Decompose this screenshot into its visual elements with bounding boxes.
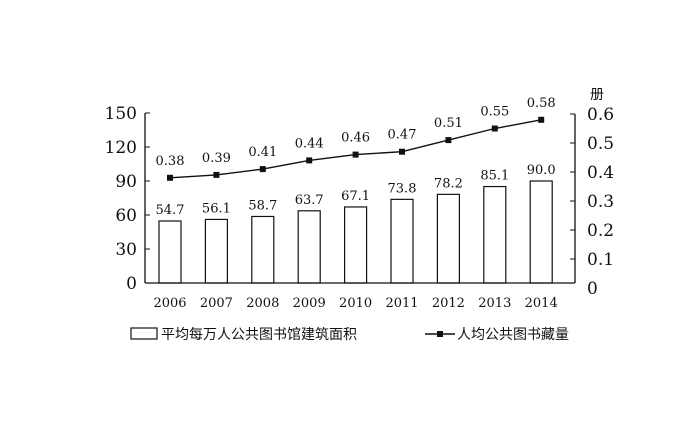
legend-bar-swatch — [130, 327, 158, 340]
legend-line-label: 人均公共图书藏量 — [457, 327, 569, 343]
line-data-label: 0.41 — [248, 145, 277, 160]
right-tick-label: 0.1 — [587, 250, 614, 270]
line-data-label: 0.38 — [156, 154, 185, 169]
line-point-2008 — [259, 166, 266, 173]
bar-data-label: 56.1 — [202, 201, 231, 216]
x-tick-label: 2010 — [339, 296, 372, 311]
line-point-2009 — [306, 157, 313, 164]
bar-2009 — [297, 210, 321, 284]
bar-2012 — [436, 193, 460, 284]
left-tick-label: 60 — [115, 206, 137, 226]
x-tick-label: 2012 — [432, 296, 465, 311]
line-data-label: 0.44 — [295, 136, 324, 151]
right-axis-unit: 册 — [590, 87, 604, 103]
line-point-2014 — [538, 116, 545, 123]
bar-data-label: 58.7 — [248, 198, 277, 213]
bar-data-label: 90.0 — [527, 163, 556, 178]
bar-2010 — [344, 206, 368, 284]
line-point-2011 — [399, 148, 405, 155]
bar-2006 — [158, 220, 182, 284]
bar-data-label: 85.1 — [480, 169, 509, 184]
line-data-label: 0.46 — [341, 131, 370, 146]
right-tick-label: 0.4 — [587, 163, 614, 183]
x-tick-label: 2014 — [525, 296, 558, 311]
x-tick-label: 2008 — [246, 296, 279, 311]
legend: 平均每万人公共图书馆建筑面积 人均公共图书藏量 — [130, 327, 569, 343]
bar-2011 — [390, 198, 414, 284]
left-tick-label: 0 — [126, 274, 137, 294]
bar-data-label: 54.7 — [156, 203, 185, 218]
line-data-label: 0.55 — [480, 105, 509, 120]
bar-data-label: 78.2 — [434, 176, 463, 191]
line-point-2013 — [491, 125, 498, 132]
bar-data-label: 73.8 — [388, 181, 417, 196]
bar-2013 — [483, 185, 507, 284]
line-data-label: 0.39 — [202, 151, 231, 166]
right-tick-label: 0.6 — [587, 105, 614, 125]
line-point-2012 — [445, 137, 452, 144]
line-point-2007 — [213, 171, 220, 178]
line-data-label: 0.51 — [434, 116, 463, 131]
line-data-label: 0.58 — [527, 96, 556, 111]
x-tick-label: 2006 — [153, 296, 186, 311]
x-tick-label: 2013 — [478, 296, 511, 311]
x-tick-label: 2009 — [293, 296, 326, 311]
bar-2014 — [529, 180, 553, 284]
bar-2007 — [204, 218, 228, 284]
right-tick-label: 0.2 — [587, 221, 614, 241]
left-tick-label: 30 — [115, 240, 137, 260]
right-tick-label: 0.5 — [587, 134, 614, 154]
x-tick-label: 2007 — [200, 296, 233, 311]
right-tick-label: 0 — [587, 279, 598, 299]
line-point-2006 — [167, 174, 173, 181]
left-tick-label: 120 — [105, 138, 137, 158]
left-tick-label: 150 — [105, 104, 137, 124]
bar-data-label: 63.7 — [295, 193, 324, 208]
legend-bar-label: 平均每万人公共图书馆建筑面积 — [161, 327, 357, 343]
line-data-label: 0.47 — [388, 128, 417, 143]
line-point-2010 — [352, 151, 359, 158]
left-tick-label: 90 — [115, 172, 137, 192]
x-tick-label: 2011 — [385, 296, 418, 311]
bar-data-label: 67.1 — [341, 189, 370, 204]
bar-2008 — [251, 215, 275, 284]
right-tick-label: 0.3 — [587, 192, 614, 212]
legend-line-marker — [437, 331, 443, 337]
